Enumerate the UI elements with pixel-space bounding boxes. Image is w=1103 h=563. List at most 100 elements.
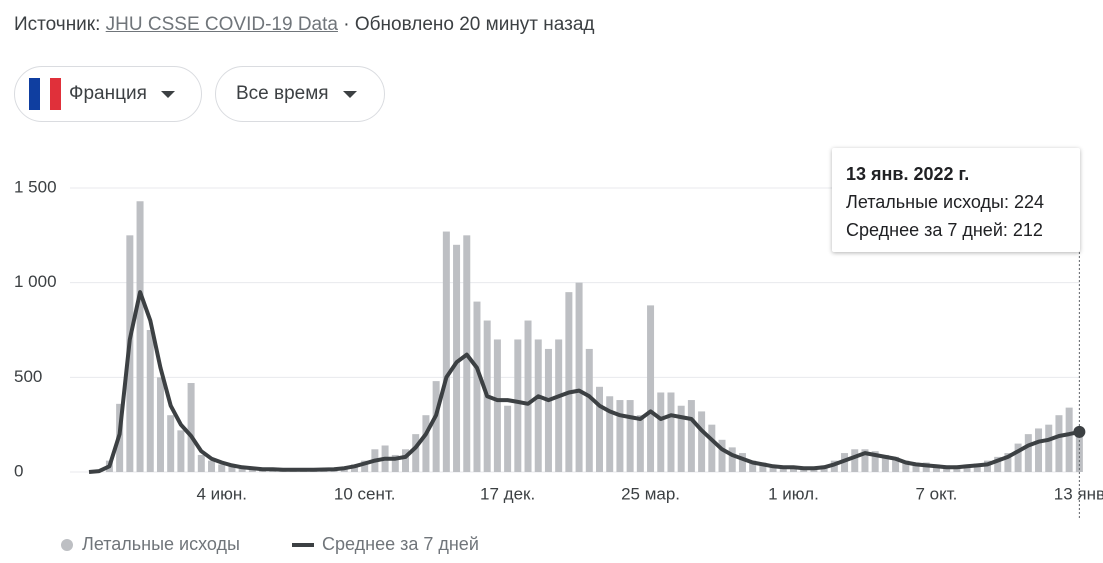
bar	[606, 396, 614, 472]
country-dropdown[interactable]: Франция	[14, 66, 202, 122]
bar	[647, 305, 655, 472]
line	[88, 290, 1080, 474]
bar	[1024, 434, 1032, 472]
bar	[167, 415, 175, 472]
bar	[361, 460, 369, 472]
bar	[687, 400, 695, 472]
bar	[381, 445, 389, 472]
bar	[340, 467, 348, 472]
bar	[463, 235, 471, 472]
bar	[1014, 443, 1022, 472]
bar	[320, 468, 328, 472]
bar	[289, 469, 297, 472]
bar	[473, 301, 481, 472]
hover-point	[1073, 425, 1086, 438]
bar	[483, 320, 491, 472]
bar	[698, 411, 706, 472]
source-link[interactable]: JHU CSSE COVID-19 Data	[105, 14, 338, 35]
bar	[616, 400, 624, 472]
x-tick-label: 7 окт.	[915, 484, 957, 503]
bar	[565, 292, 573, 472]
bar	[738, 453, 746, 472]
bar	[575, 282, 583, 472]
bar	[524, 320, 532, 472]
bar	[269, 468, 277, 472]
bar	[892, 456, 900, 472]
bar	[330, 468, 338, 472]
bar	[943, 465, 951, 472]
y-tick-label: 0	[14, 461, 23, 480]
bar	[667, 392, 675, 472]
bar	[830, 460, 838, 472]
x-tick-label: 10 сент.	[334, 484, 396, 503]
bar	[504, 405, 512, 472]
period-dropdown[interactable]: Все время	[215, 66, 385, 122]
bar	[953, 465, 961, 472]
bar	[146, 330, 154, 472]
bar	[259, 469, 267, 472]
bar	[789, 466, 797, 472]
source-line: Источник: JHU CSSE COVID-19 Data · Обнов…	[14, 14, 595, 36]
bar	[555, 339, 563, 472]
bar	[810, 467, 818, 472]
bar	[626, 400, 634, 472]
bar	[391, 454, 399, 472]
bar	[585, 348, 593, 472]
bar	[881, 454, 889, 472]
flag	[29, 78, 61, 110]
bar	[902, 460, 910, 472]
bar	[197, 454, 205, 472]
x-tick-label: 1 июл.	[768, 484, 819, 503]
x-tick-label: 13 янв	[1054, 484, 1103, 503]
bar	[534, 339, 542, 472]
bar	[657, 392, 665, 472]
bar	[156, 377, 164, 472]
y-tick-label: 1 500	[14, 177, 57, 196]
bar	[442, 231, 450, 472]
bar	[708, 424, 716, 472]
bar	[228, 466, 236, 472]
bar	[116, 403, 124, 472]
bar	[1045, 424, 1053, 472]
bar	[983, 460, 991, 472]
bar	[749, 460, 757, 472]
bar	[208, 460, 216, 472]
bar	[177, 430, 185, 472]
tooltip: 13 янв. 2022 г. Летальные исходы: 224 Ср…	[832, 148, 1080, 252]
legend-swatch	[61, 539, 73, 551]
bar	[779, 466, 787, 472]
bar	[759, 462, 767, 472]
bar	[596, 386, 603, 472]
bar	[861, 449, 869, 472]
x-tick-label: 17 дек.	[480, 484, 535, 503]
tooltip-row: Среднее за 7 дней: 212	[846, 220, 1043, 240]
bar	[841, 453, 849, 472]
bar	[963, 464, 971, 472]
bar	[514, 339, 522, 472]
bar	[422, 415, 430, 472]
country-label: Франция	[69, 83, 147, 104]
bar	[932, 464, 940, 472]
bar	[1004, 453, 1012, 472]
bar	[218, 464, 226, 472]
updated-text: · Обновлено 20 минут назад	[343, 14, 595, 35]
bar	[238, 467, 246, 472]
bar	[248, 468, 256, 472]
bar	[922, 462, 930, 472]
bar	[636, 415, 644, 472]
bar	[544, 348, 552, 472]
bar	[310, 469, 318, 472]
bar	[402, 449, 410, 472]
bar	[994, 456, 1002, 472]
y-tick-label: 500	[14, 367, 42, 386]
bar	[800, 467, 808, 472]
bar	[299, 469, 307, 472]
bar	[851, 449, 859, 472]
bar	[871, 451, 879, 472]
bar	[136, 201, 144, 472]
tooltip-title: 13 янв. 2022 г.	[846, 164, 970, 184]
bar	[279, 469, 287, 472]
bar	[769, 465, 777, 472]
bar	[820, 465, 828, 472]
